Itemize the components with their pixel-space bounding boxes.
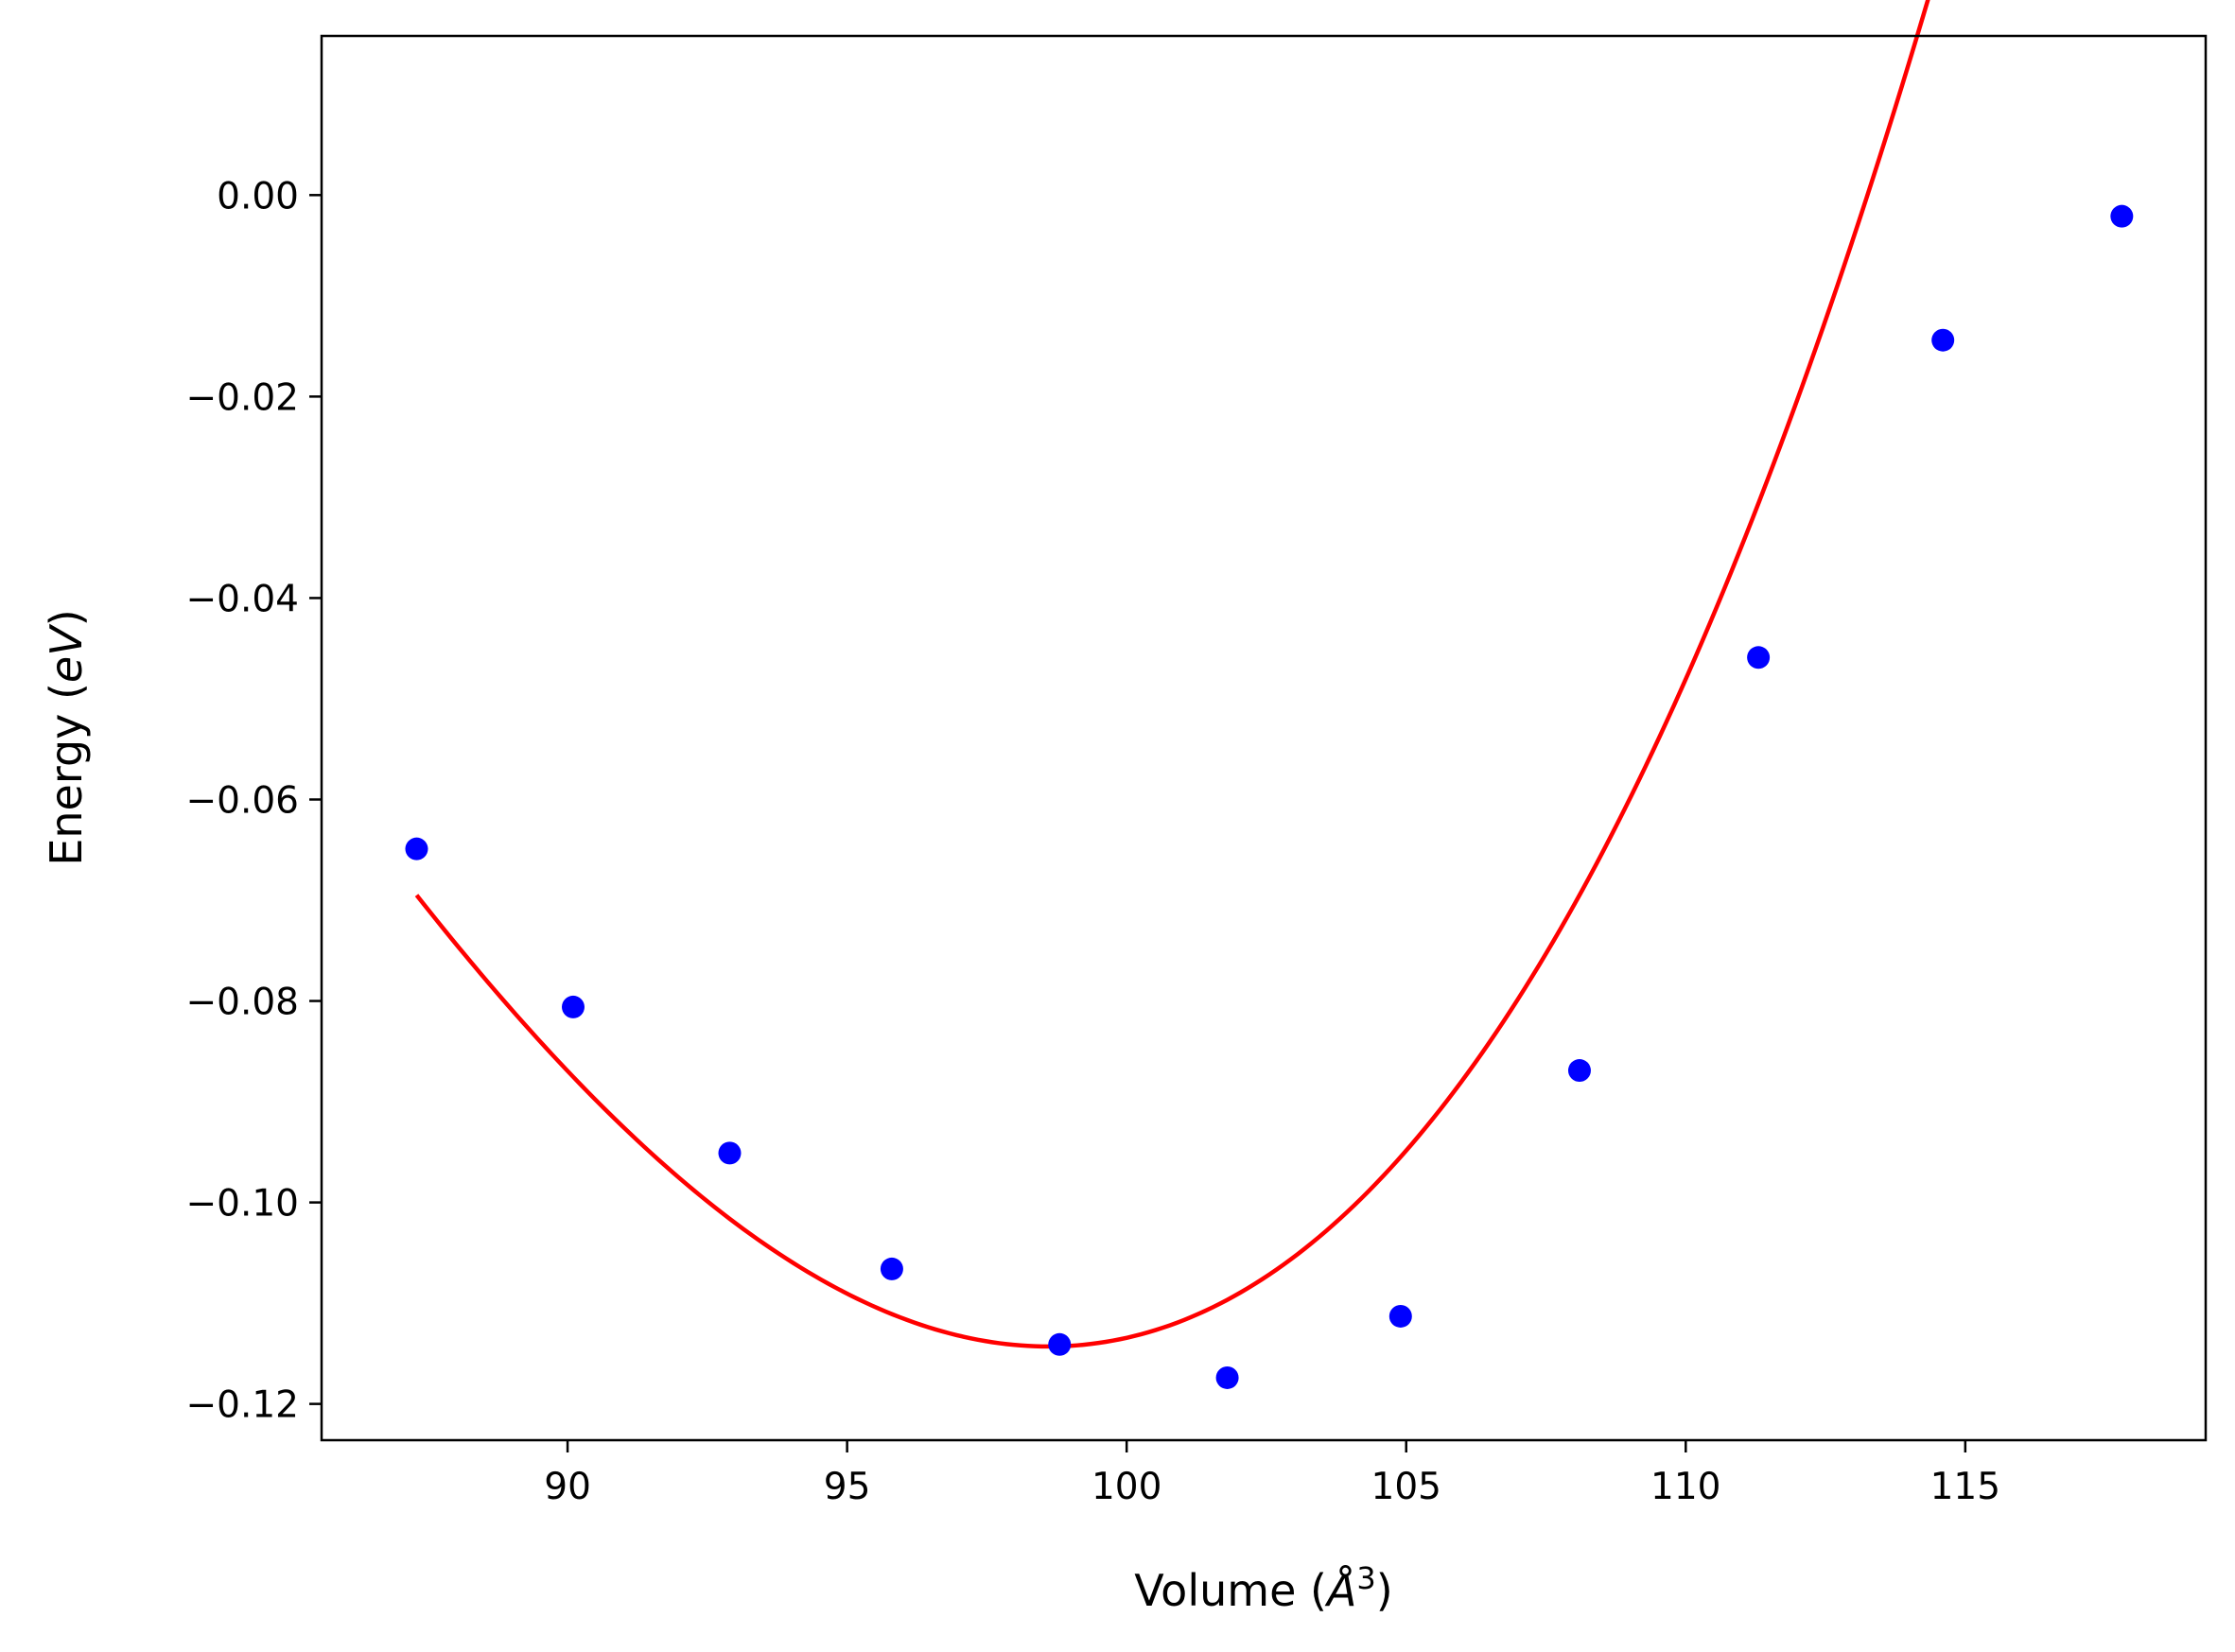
x-tick-label: 100	[1091, 1466, 1161, 1508]
data-point	[1747, 646, 1771, 669]
x-tick-label: 95	[824, 1466, 871, 1508]
fit-layer	[414, 0, 1930, 1349]
plot-frame	[320, 34, 2208, 1442]
data-point	[718, 1141, 742, 1165]
y-tick-label: −0.04	[185, 578, 299, 620]
y-tick-label: 0.00	[217, 175, 299, 217]
x-axis-label: Volume (Å3)	[1134, 1560, 1392, 1616]
x-axis: 90 95 100 105 110 115	[544, 1440, 2000, 1508]
y-tick-label: −0.06	[185, 779, 299, 822]
data-point	[1567, 1059, 1591, 1083]
y-axis: 0.00 −0.02 −0.04 −0.06 −0.08 −0.10 −0.12	[185, 175, 322, 1427]
fit-curve	[414, 0, 1930, 1349]
y-tick-label: −0.12	[185, 1384, 299, 1427]
x-tick-label: 110	[1650, 1466, 1720, 1508]
x-tick-label: 115	[1930, 1466, 2000, 1508]
points-layer	[405, 204, 2134, 1389]
data-point	[561, 995, 585, 1018]
x-tick-label: 105	[1371, 1466, 1441, 1508]
y-tick-label: −0.10	[185, 1183, 299, 1226]
y-tick-label: −0.08	[185, 982, 299, 1024]
y-axis-label: Energy (eV)	[41, 609, 92, 865]
data-point	[1931, 328, 1955, 352]
data-point	[1215, 1365, 1239, 1389]
x-tick-label: 90	[544, 1466, 591, 1508]
data-point	[1388, 1304, 1412, 1328]
data-point	[2110, 204, 2134, 228]
data-point	[405, 837, 428, 861]
data-point	[880, 1257, 903, 1280]
data-point	[1048, 1332, 1072, 1356]
y-tick-label: −0.02	[185, 376, 299, 419]
